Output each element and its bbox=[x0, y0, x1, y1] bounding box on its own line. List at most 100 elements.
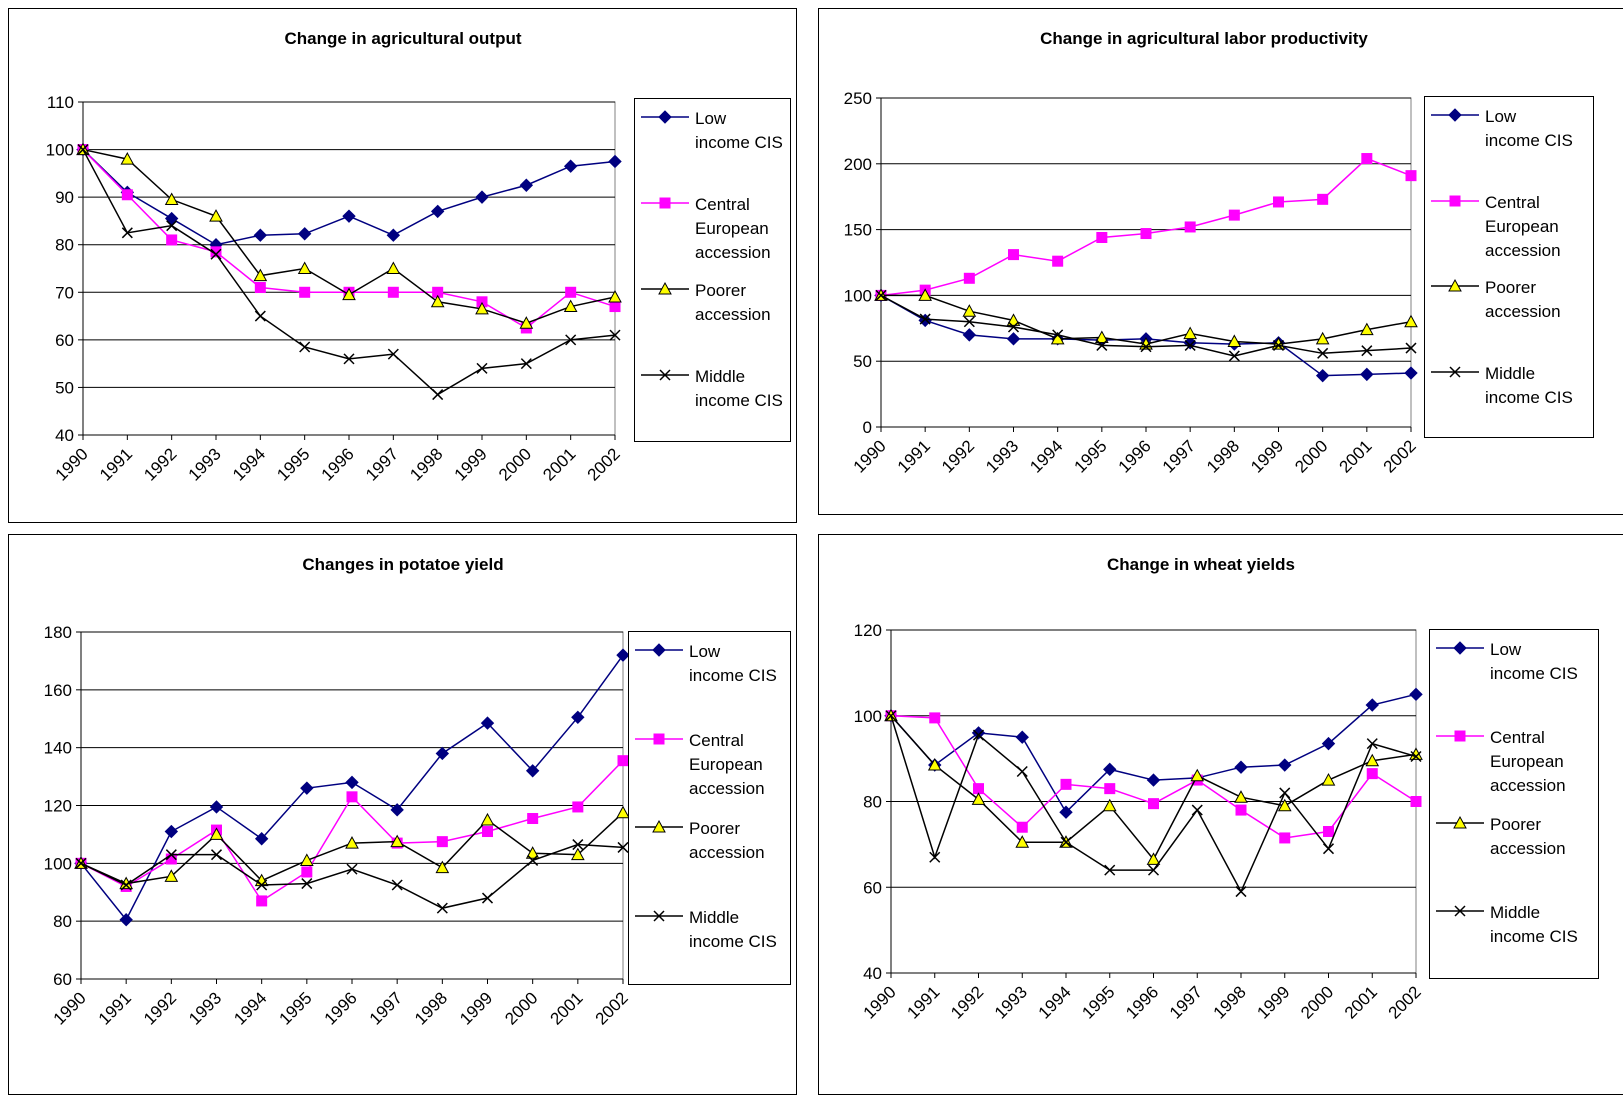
marker bbox=[565, 334, 577, 346]
legend-swatch bbox=[1436, 815, 1484, 829]
marker bbox=[1404, 314, 1418, 328]
marker bbox=[571, 710, 585, 725]
marker bbox=[963, 272, 975, 284]
marker bbox=[658, 281, 672, 295]
marker bbox=[962, 304, 977, 317]
marker bbox=[435, 746, 450, 761]
marker bbox=[254, 832, 269, 846]
y-tick-label: 0 bbox=[863, 418, 872, 437]
legend-label: Poorer accession bbox=[689, 819, 765, 862]
marker bbox=[929, 851, 941, 863]
marker bbox=[476, 362, 488, 374]
legend-label: Low income CIS bbox=[1490, 640, 1578, 683]
chart-title: Change in agricultural labor productivit… bbox=[1040, 29, 1368, 48]
marker bbox=[527, 854, 539, 866]
marker bbox=[121, 227, 133, 239]
chart-title: Change in agricultural output bbox=[284, 29, 521, 48]
y-tick-label: 60 bbox=[53, 970, 72, 989]
legend-label: Poorer accession bbox=[1485, 278, 1561, 321]
marker bbox=[343, 353, 355, 365]
marker bbox=[1448, 108, 1462, 122]
marker bbox=[254, 282, 266, 294]
x-tick-label: 1997 bbox=[1159, 436, 1199, 476]
marker bbox=[209, 827, 224, 840]
marker bbox=[1146, 773, 1161, 787]
marker bbox=[480, 812, 495, 826]
y-tick-label: 100 bbox=[44, 854, 72, 873]
marker bbox=[1103, 762, 1117, 777]
x-tick-label: 1994 bbox=[230, 988, 270, 1028]
x-tick-label: 1996 bbox=[321, 988, 361, 1028]
marker bbox=[481, 892, 494, 904]
marker bbox=[1321, 773, 1336, 786]
legend-swatch bbox=[1436, 730, 1484, 741]
marker bbox=[1322, 843, 1335, 855]
x-tick-label: 2001 bbox=[1341, 982, 1381, 1022]
legend-swatch bbox=[641, 110, 689, 124]
marker bbox=[570, 847, 585, 861]
y-tick-label: 100 bbox=[46, 141, 74, 160]
marker bbox=[972, 729, 985, 741]
marker bbox=[563, 159, 578, 173]
marker bbox=[1227, 334, 1242, 347]
marker bbox=[653, 733, 665, 744]
legend-label: Middle income CIS bbox=[695, 367, 783, 410]
marker bbox=[342, 287, 356, 301]
marker bbox=[390, 803, 404, 817]
x-tick-label: 2001 bbox=[1335, 436, 1375, 476]
x-tick-label: 1995 bbox=[1070, 436, 1110, 476]
legend-label: Middle income CIS bbox=[1490, 902, 1578, 946]
marker bbox=[1273, 196, 1284, 208]
marker bbox=[572, 839, 584, 851]
legend-swatch bbox=[635, 819, 683, 833]
chart-title: Changes in potatoe yield bbox=[302, 555, 503, 574]
chart-panel: Change in agricultural output 40 50 60 70 80 9… bbox=[8, 8, 797, 523]
marker bbox=[1190, 768, 1205, 782]
marker bbox=[121, 189, 133, 201]
marker bbox=[565, 286, 577, 298]
marker bbox=[253, 228, 268, 242]
marker bbox=[1454, 730, 1466, 741]
x-tick-label: 1998 bbox=[411, 988, 451, 1028]
x-tick-label: 1996 bbox=[318, 444, 358, 484]
y-tick-label: 250 bbox=[844, 89, 872, 108]
marker bbox=[1234, 790, 1248, 803]
marker bbox=[1104, 864, 1116, 876]
x-tick-label: 1990 bbox=[50, 988, 90, 1028]
marker bbox=[1277, 798, 1292, 812]
x-tick-label: 1993 bbox=[982, 436, 1022, 476]
marker bbox=[345, 775, 359, 790]
marker bbox=[119, 913, 133, 927]
x-tick-label: 1993 bbox=[185, 444, 225, 484]
marker bbox=[918, 288, 933, 301]
marker bbox=[617, 755, 629, 767]
marker bbox=[299, 853, 314, 866]
marker bbox=[1366, 768, 1378, 780]
marker bbox=[300, 781, 314, 795]
legend: Low income CIS Central European accession… bbox=[634, 98, 791, 442]
legend-label: Low income CIS bbox=[689, 642, 777, 685]
x-tick-label: 1990 bbox=[850, 436, 890, 476]
chart: Change in agricultural output 40 50 60 70 80 9… bbox=[46, 29, 624, 485]
marker bbox=[299, 341, 311, 353]
chart-panel: Change in wheat yields 40 60 80 100 120 1990 19… bbox=[818, 534, 1623, 1095]
marker bbox=[929, 712, 941, 724]
chart: Changes in potatoe yield 60 80 100 120 140 160… bbox=[44, 555, 632, 1029]
marker bbox=[875, 289, 887, 301]
y-tick-label: 50 bbox=[55, 378, 74, 397]
legend-swatch bbox=[1431, 278, 1479, 292]
marker bbox=[1453, 641, 1467, 655]
marker bbox=[435, 860, 450, 874]
marker bbox=[1184, 339, 1196, 351]
marker bbox=[1317, 193, 1329, 205]
marker bbox=[1102, 798, 1117, 812]
marker bbox=[1278, 758, 1292, 772]
x-tick-label: 1997 bbox=[1166, 982, 1206, 1022]
x-tick-label: 1999 bbox=[456, 988, 496, 1028]
marker bbox=[919, 313, 931, 325]
marker bbox=[120, 879, 132, 891]
y-tick-label: 120 bbox=[44, 797, 72, 816]
marker bbox=[617, 841, 629, 853]
